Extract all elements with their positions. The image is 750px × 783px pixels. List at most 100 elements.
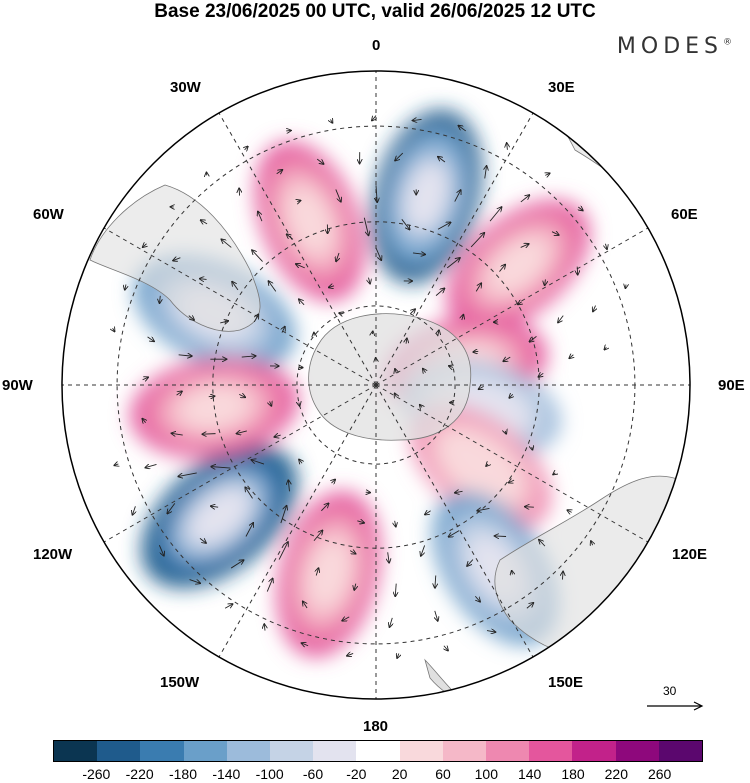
- wind-vector: [296, 264, 305, 268]
- wind-vector: [551, 232, 559, 235]
- wind-vector: [512, 571, 513, 575]
- wind-vectors: [113, 115, 626, 658]
- wind-vector: [208, 396, 215, 397]
- wind-vector: [569, 355, 573, 358]
- modes-logo: MODES®: [617, 34, 732, 59]
- lon-label-60e: 60E: [671, 206, 698, 223]
- wind-vector: [397, 653, 399, 657]
- wind-vector: [347, 653, 354, 655]
- wind-vector: [518, 302, 522, 305]
- wind-vector: [349, 551, 355, 554]
- wind-vector: [113, 328, 115, 331]
- wind-vector: [288, 480, 289, 492]
- lon-label-180: 180: [363, 718, 389, 735]
- wind-vector: [538, 373, 543, 376]
- wind-vector: [567, 510, 571, 512]
- wind-vector: [593, 305, 596, 312]
- wind-vector: [485, 166, 487, 179]
- wind-vector: [578, 207, 583, 210]
- latitude-circle: [296, 305, 456, 465]
- wind-vector: [539, 540, 546, 547]
- wind-vector: [625, 285, 626, 289]
- wind-vector: [520, 195, 530, 203]
- lon-label-30e: 30E: [548, 79, 575, 96]
- wind-vector: [438, 330, 439, 336]
- wind-vector: [526, 603, 533, 609]
- wind-vector: [252, 250, 263, 262]
- wind-vector: [299, 299, 305, 306]
- colorbar-swatch: [313, 741, 357, 761]
- anomaly-contour: [307, 539, 351, 609]
- wind-vector: [395, 393, 397, 396]
- wind-vector: [395, 152, 404, 160]
- wind-vector: [221, 239, 232, 248]
- wind-vector: [449, 366, 453, 367]
- lon-label-120e: 120E: [672, 546, 708, 563]
- wind-vector: [473, 351, 479, 352]
- colorbar-swatch: [183, 741, 227, 761]
- wind-vector: [395, 369, 396, 373]
- wind-vector: [251, 460, 265, 465]
- colorbar-swatch: [442, 741, 487, 761]
- wind-vector: [199, 537, 206, 543]
- wind-vector: [486, 631, 495, 633]
- wind-vector: [507, 143, 508, 150]
- wind-vector: [237, 431, 247, 434]
- colorbar-tick-label: -220: [125, 766, 154, 782]
- colorbar-tick-label: 60: [435, 766, 451, 782]
- wind-vector: [339, 313, 342, 314]
- wind-vector: [178, 472, 197, 477]
- wind-vector: [479, 386, 484, 389]
- wind-vector: [401, 219, 410, 229]
- wind-vector: [171, 433, 183, 435]
- wind-vector: [435, 610, 438, 621]
- wind-vector: [545, 279, 546, 285]
- wind-vector: [413, 119, 422, 120]
- colorbar-tick-label: 220: [604, 766, 629, 782]
- wind-vector: [321, 503, 328, 512]
- wind-vector: [423, 369, 426, 373]
- colorbar-swatch: [270, 741, 314, 761]
- colorbar-swatch: [356, 741, 400, 761]
- wind-vector: [316, 568, 318, 576]
- wind-vector: [505, 431, 506, 434]
- wind-vector: [437, 222, 451, 230]
- wind-vector: [299, 403, 300, 406]
- wind-vector: [509, 480, 515, 482]
- wind-vector: [224, 604, 232, 609]
- wind-vector: [368, 277, 370, 284]
- lon-label-0: 0: [372, 37, 381, 54]
- wind-vector: [211, 467, 231, 469]
- wind-vector: [160, 295, 161, 303]
- wind-vector: [331, 479, 335, 483]
- wind-vector: [375, 247, 381, 260]
- wind-vector: [489, 207, 501, 222]
- colorbar-swatch: [572, 741, 616, 761]
- wind-vector: [254, 314, 258, 323]
- wind-vector: [486, 464, 488, 466]
- polar-stereographic-map: [61, 70, 704, 711]
- wind-vector: [335, 189, 341, 201]
- colorbar-tick-label: 260: [647, 766, 672, 782]
- colorbar-tick-label: -180: [168, 766, 198, 782]
- new-zealand: [424, 658, 464, 699]
- wind-vector: [189, 579, 201, 584]
- colorbar-swatch: [658, 741, 703, 761]
- colorbar-swatch: [140, 741, 184, 761]
- wind-vector: [287, 234, 294, 240]
- wind-vector: [297, 201, 300, 202]
- wind-vector: [558, 315, 564, 323]
- wind-vector: [354, 583, 356, 590]
- wind-vector: [158, 545, 164, 555]
- wind-vector: [389, 617, 392, 627]
- antarctica: [308, 313, 472, 441]
- lon-label-150e: 150E: [548, 674, 584, 691]
- colorbar-swatch: [54, 741, 98, 761]
- wind-vector: [276, 170, 283, 174]
- wind-vector: [467, 559, 474, 566]
- anomaly-contour: [186, 486, 252, 547]
- wind-vector: [280, 506, 287, 524]
- wind-vector: [178, 355, 192, 356]
- colorbar-swatch: [97, 741, 141, 761]
- wind-vector: [232, 282, 239, 291]
